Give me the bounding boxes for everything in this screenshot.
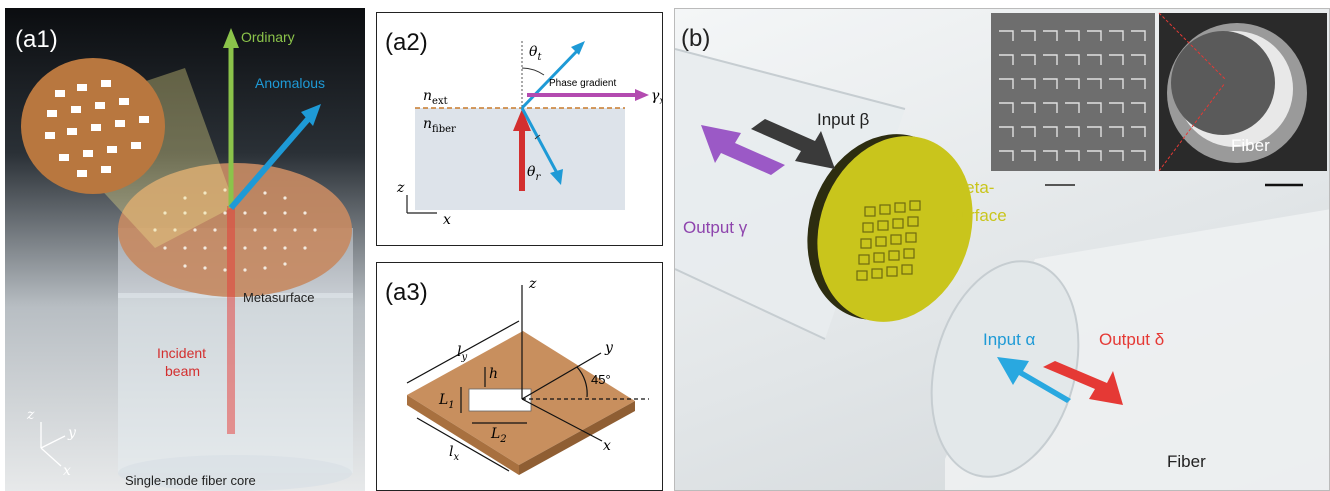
meta-label-2: surface [951, 206, 1007, 225]
reflected-arrow [520, 107, 559, 174]
transmitted-arrow [520, 49, 579, 110]
input-beta-arrow [751, 119, 835, 169]
metasurface-dots [153, 188, 317, 272]
L2-sub: 2 [500, 433, 507, 445]
gamma-sub: x [659, 96, 662, 107]
panel-a2-label: (a2) [385, 29, 428, 56]
lx-label: lx [449, 445, 459, 463]
lx-symbol: l [449, 444, 454, 460]
a1-axes [40, 422, 66, 467]
n-fiber-symbol: n [423, 116, 433, 132]
a1-axis-z: z [27, 407, 35, 423]
gamma-label: γx [651, 88, 662, 107]
a2-illustration [406, 41, 649, 214]
fiber-bottom-label: Fiber [1167, 452, 1206, 471]
output-gamma-label: Output γ [683, 218, 748, 237]
output-gamma-arrow [701, 125, 785, 175]
theta-r-label: θr [527, 165, 540, 183]
output-delta-arrow [1043, 361, 1123, 405]
L1-label: L1 [439, 393, 455, 411]
L1-symbol: L [439, 392, 449, 408]
theta-t-sub: t [537, 51, 542, 63]
ly-sub: y [461, 351, 468, 363]
fiber-core-bottom [118, 455, 352, 491]
metasurface-label: Metasurface [243, 290, 315, 305]
a2-axes [406, 195, 437, 214]
a1-axis-x: x [63, 463, 71, 479]
theta-t-symbol: θ [529, 44, 538, 60]
panel-a3: (a3) z y x ly h L1 L2 lx 45° [376, 262, 663, 491]
theta-t-label: θt [529, 45, 541, 63]
a1-illustration [21, 28, 353, 491]
ordinary-label: Ordinary [241, 29, 295, 45]
input-alpha-arrow [997, 357, 1071, 403]
anomalous-label: Anomalous [255, 75, 326, 91]
ly-label: ly [457, 345, 467, 363]
n-ext-label: next [423, 89, 448, 107]
b-illustration [675, 12, 1329, 490]
metasurface-disk-b [817, 136, 973, 322]
a1-axis-y: y [68, 425, 76, 441]
panel-a1: (a1) Ordinary Anomalous Metasurface Inci… [5, 8, 365, 491]
incident-label-1: Incident [157, 345, 207, 361]
phase-gradient-label: Phase gradient [549, 78, 617, 89]
a3-axis-z: z [529, 276, 537, 292]
a3-axis-x: x [603, 438, 611, 454]
theta-r-sub: r [535, 171, 541, 183]
h-label: h [489, 366, 499, 382]
input-alpha-label: Input α [983, 330, 1036, 349]
sem-pattern [999, 30, 1146, 161]
a2-axis-z: z [397, 180, 405, 196]
sem-inset-left [991, 13, 1155, 171]
L2-label: L2 [491, 427, 507, 445]
incident-label-2: beam [165, 363, 201, 379]
a3-axis-y: y [605, 340, 613, 356]
fiber-core-label: Single-mode fiber core [125, 473, 256, 488]
angle-label: 45° [591, 372, 611, 387]
slot [468, 388, 532, 412]
L1-sub: 1 [448, 399, 455, 411]
a3-illustration [406, 285, 649, 475]
L2-symbol: L [491, 426, 501, 442]
a2-axis-x: x [443, 212, 451, 228]
a3-axes [406, 285, 649, 472]
n-ext-symbol: n [423, 88, 433, 104]
panel-a1-label: (a1) [15, 26, 58, 53]
zoom-slots [45, 80, 149, 177]
n-fiber-sub: fiber [432, 123, 456, 135]
gamma-symbol: γ [651, 88, 660, 104]
ly-symbol: l [457, 344, 462, 360]
n-ext-sub: ext [432, 95, 448, 107]
anomalous-beam [228, 116, 312, 210]
fiber-inset-label: Fiber [1231, 136, 1270, 155]
n-fiber-label: nfiber [423, 117, 456, 135]
output-delta-label: Output δ [1099, 330, 1165, 349]
lx-sub: x [453, 451, 460, 463]
theta-r-symbol: θ [527, 164, 536, 180]
fiber-core-body [118, 293, 353, 473]
meta-label-1: Meta- [951, 178, 995, 197]
incident-beam [227, 206, 235, 434]
panel-b: (b) Input β Output γ Meta- surface Fiber… [674, 8, 1330, 491]
panel-b-label: (b) [681, 25, 711, 52]
panel-a2: (a2) θt Phase gradient γx next nfiber θr… [376, 12, 663, 246]
metasurface-pattern [856, 200, 921, 281]
panel-a3-label: (a3) [385, 279, 428, 306]
input-beta-label: Input β [817, 110, 870, 129]
